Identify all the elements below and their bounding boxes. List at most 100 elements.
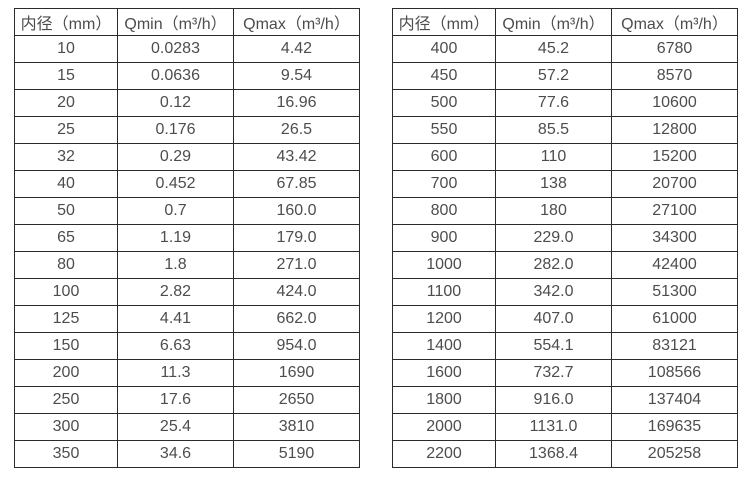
table-cell: 0.0283 <box>117 35 234 63</box>
table-cell: 40 <box>14 170 118 198</box>
table-cell: 125 <box>14 305 118 333</box>
table-cell: 61000 <box>611 305 738 333</box>
table-cell: 26.5 <box>233 116 360 144</box>
table-cell: 25 <box>14 116 118 144</box>
table-cell: 169635 <box>611 413 738 441</box>
table-cell: 15 <box>14 62 118 90</box>
table-row: 2000 1131.0 169635 <box>392 413 738 441</box>
table-cell: 300 <box>14 413 118 441</box>
table-row: 1400 554.1 83121 <box>392 332 738 360</box>
table-cell: 15200 <box>611 143 738 171</box>
table-cell: 42400 <box>611 251 738 279</box>
table-cell: 4.42 <box>233 35 360 63</box>
table-cell: 34.6 <box>117 440 234 468</box>
table-cell: 16.96 <box>233 89 360 117</box>
table-row: 50 0.7 160.0 <box>14 197 360 225</box>
table-cell: 600 <box>392 143 496 171</box>
table-cell: 800 <box>392 197 496 225</box>
column-header-qmin: Qmin（m³/h） <box>495 8 612 36</box>
table-cell: 27100 <box>611 197 738 225</box>
table-cell: 0.29 <box>117 143 234 171</box>
table-cell: 0.0636 <box>117 62 234 90</box>
table-cell: 83121 <box>611 332 738 360</box>
table-cell: 11.3 <box>117 359 234 387</box>
table-row: 350 34.6 5190 <box>14 440 360 468</box>
table-cell: 32 <box>14 143 118 171</box>
table-cell: 179.0 <box>233 224 360 252</box>
table-row: 65 1.19 179.0 <box>14 224 360 252</box>
flow-rate-table-large-diameters: 内径（mm） Qmin（m³/h） Qmax（m³/h） 400 45.2 6780… <box>392 8 738 468</box>
table-cell: 25.4 <box>117 413 234 441</box>
column-header-qmax: Qmax（m³/h） <box>611 8 738 36</box>
flow-rate-tables: 内径（mm） Qmin（m³/h） Qmax（m³/h） 10 0.0283 4.4… <box>14 8 738 468</box>
table-cell: 916.0 <box>495 386 612 414</box>
table-row: 20 0.12 16.96 <box>14 89 360 117</box>
table-cell: 10 <box>14 35 118 63</box>
table-cell: 3810 <box>233 413 360 441</box>
table-row: 1800 916.0 137404 <box>392 386 738 414</box>
table-cell: 180 <box>495 197 612 225</box>
table-cell: 350 <box>14 440 118 468</box>
table-cell: 1200 <box>392 305 496 333</box>
table-row: 125 4.41 662.0 <box>14 305 360 333</box>
table-cell: 0.12 <box>117 89 234 117</box>
table-cell: 51300 <box>611 278 738 306</box>
table-row: 200 11.3 1690 <box>14 359 360 387</box>
table-cell: 400 <box>392 35 496 63</box>
table-cell: 45.2 <box>495 35 612 63</box>
table-cell: 8570 <box>611 62 738 90</box>
table-cell: 500 <box>392 89 496 117</box>
table-cell: 20700 <box>611 170 738 198</box>
column-header-qmax: Qmax（m³/h） <box>233 8 360 36</box>
table-cell: 10600 <box>611 89 738 117</box>
table-cell: 138 <box>495 170 612 198</box>
table-cell: 110 <box>495 143 612 171</box>
table-row: 700 138 20700 <box>392 170 738 198</box>
column-header-qmin: Qmin（m³/h） <box>117 8 234 36</box>
table-cell: 0.7 <box>117 197 234 225</box>
table-cell: 1400 <box>392 332 496 360</box>
table-row: 100 2.82 424.0 <box>14 278 360 306</box>
table-row: 10 0.0283 4.42 <box>14 35 360 63</box>
table-cell: 1.19 <box>117 224 234 252</box>
table-row: 40 0.452 67.85 <box>14 170 360 198</box>
table-cell: 2.82 <box>117 278 234 306</box>
table-cell: 0.176 <box>117 116 234 144</box>
table-cell: 900 <box>392 224 496 252</box>
table-cell: 4.41 <box>117 305 234 333</box>
table-row: 80 1.8 271.0 <box>14 251 360 279</box>
table-row: 900 229.0 34300 <box>392 224 738 252</box>
table-cell: 554.1 <box>495 332 612 360</box>
table-row: 1100 342.0 51300 <box>392 278 738 306</box>
table-cell: 137404 <box>611 386 738 414</box>
table-cell: 450 <box>392 62 496 90</box>
table-cell: 85.5 <box>495 116 612 144</box>
table-cell: 67.85 <box>233 170 360 198</box>
table-cell: 1131.0 <box>495 413 612 441</box>
table-cell: 160.0 <box>233 197 360 225</box>
table-cell: 6.63 <box>117 332 234 360</box>
table-cell: 550 <box>392 116 496 144</box>
table-row: 1600 732.7 108566 <box>392 359 738 387</box>
table-cell: 80 <box>14 251 118 279</box>
table-cell: 1368.4 <box>495 440 612 468</box>
table-cell: 954.0 <box>233 332 360 360</box>
table-row: 550 85.5 12800 <box>392 116 738 144</box>
table-cell: 2650 <box>233 386 360 414</box>
column-header-diameter: 内径（mm） <box>14 8 118 36</box>
table-cell: 50 <box>14 197 118 225</box>
table-cell: 282.0 <box>495 251 612 279</box>
flow-rate-table-small-diameters: 内径（mm） Qmin（m³/h） Qmax（m³/h） 10 0.0283 4.4… <box>14 8 360 468</box>
table-cell: 150 <box>14 332 118 360</box>
table-cell: 1000 <box>392 251 496 279</box>
table-row: 400 45.2 6780 <box>392 35 738 63</box>
table-row: 150 6.63 954.0 <box>14 332 360 360</box>
table-row: 600 110 15200 <box>392 143 738 171</box>
table-cell: 34300 <box>611 224 738 252</box>
table-cell: 6780 <box>611 35 738 63</box>
column-header-diameter: 内径（mm） <box>392 8 496 36</box>
table-cell: 342.0 <box>495 278 612 306</box>
table-cell: 20 <box>14 89 118 117</box>
table-cell: 424.0 <box>233 278 360 306</box>
table-row: 500 77.6 10600 <box>392 89 738 117</box>
